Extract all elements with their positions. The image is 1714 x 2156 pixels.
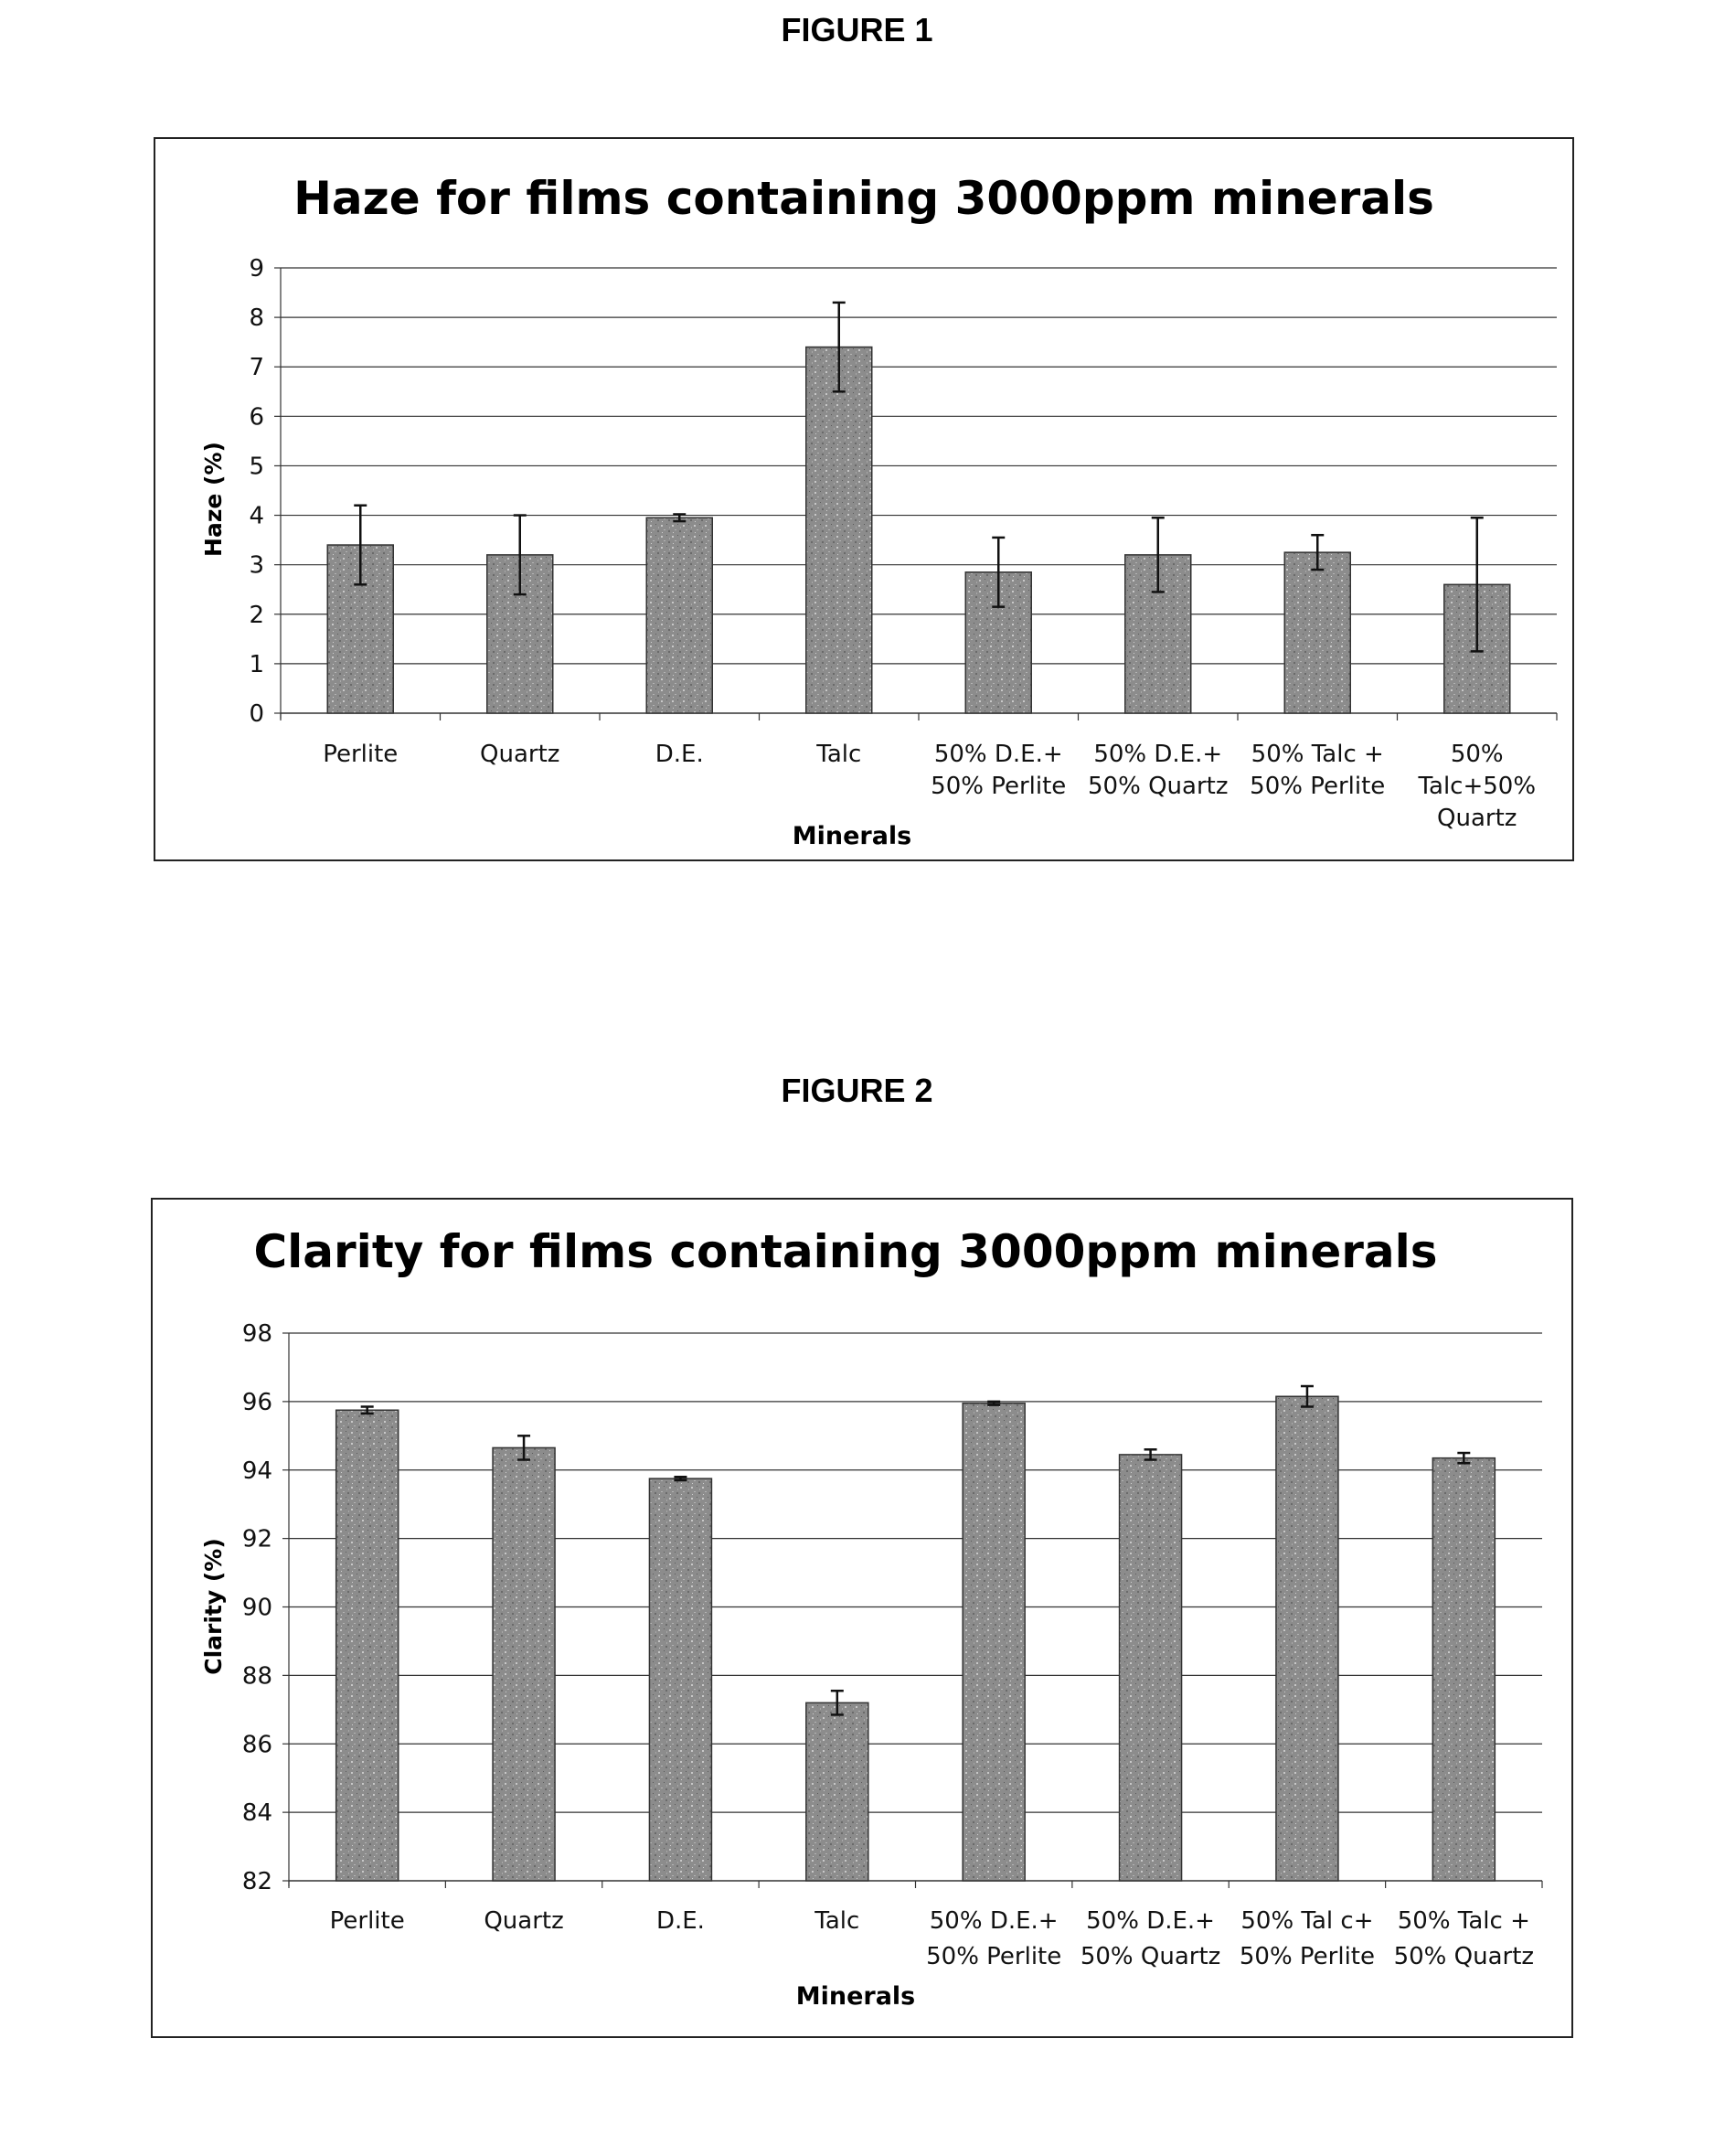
bar <box>1432 1458 1495 1881</box>
bar <box>493 1447 555 1881</box>
bar <box>649 1478 711 1881</box>
x-category-label: 50% Perlite <box>931 773 1066 800</box>
chart-title: Clarity for films containing 3000ppm min… <box>253 1225 1437 1278</box>
y-tick-label: 84 <box>242 1799 272 1827</box>
x-axis-title: Minerals <box>796 1982 916 2011</box>
x-category-label: 50% D.E.+ <box>1093 741 1222 768</box>
y-tick-label: 90 <box>242 1595 272 1622</box>
x-category-label: Talc <box>815 741 861 768</box>
x-category-label: Quartz <box>484 1907 563 1935</box>
y-tick-label: 4 <box>249 503 264 530</box>
x-category-label: 50% Talc + <box>1251 741 1384 768</box>
x-category-label: Perlite <box>330 1907 405 1935</box>
y-tick-label: 0 <box>249 700 264 728</box>
y-tick-label: 86 <box>242 1731 272 1758</box>
bar <box>806 347 872 713</box>
x-category-label: 50% Perlite <box>926 1943 1061 1970</box>
x-category-label: 50% Perlite <box>1240 1943 1375 1970</box>
x-category-label: 50% Talc + <box>1398 1907 1530 1935</box>
bar <box>806 1702 868 1881</box>
x-category-label: Talc+50% <box>1417 773 1536 800</box>
x-category-label: Quartz <box>1437 805 1517 832</box>
y-tick-label: 7 <box>249 354 264 381</box>
y-tick-label: 3 <box>249 552 264 580</box>
x-category-label: 50% Quartz <box>1088 773 1228 800</box>
x-category-label: 50% Tal c+ <box>1240 1907 1373 1935</box>
clarity-chart: Clarity for films containing 3000ppm min… <box>153 1200 1571 2036</box>
x-category-label: D.E. <box>655 741 704 768</box>
y-tick-label: 8 <box>249 304 264 332</box>
y-tick-label: 9 <box>249 255 264 283</box>
x-category-label: 50% <box>1451 741 1504 768</box>
y-axis-title: Clarity (%) <box>200 1538 227 1675</box>
x-axis-title: Minerals <box>793 822 912 850</box>
x-category-label: D.E. <box>656 1907 705 1935</box>
x-category-label: 50% D.E.+ <box>930 1907 1059 1935</box>
x-category-label: Talc <box>814 1907 859 1935</box>
bar <box>963 1404 1025 1881</box>
bar <box>1276 1396 1338 1881</box>
y-tick-label: 94 <box>242 1457 272 1485</box>
figure-1-label: FIGURE 1 <box>0 11 1714 49</box>
x-category-label: 50% Quartz <box>1394 1943 1534 1970</box>
y-tick-label: 6 <box>249 403 264 431</box>
bar <box>1120 1455 1182 1881</box>
bar <box>646 518 712 713</box>
bar <box>336 1410 399 1881</box>
y-tick-label: 2 <box>249 602 264 629</box>
y-tick-label: 5 <box>249 453 264 480</box>
x-category-label: Perlite <box>323 741 398 768</box>
x-category-label: 50% Quartz <box>1081 1943 1220 1970</box>
y-tick-label: 1 <box>249 651 264 678</box>
x-category-label: 50% Perlite <box>1250 773 1385 800</box>
x-category-label: 50% D.E.+ <box>934 741 1063 768</box>
figure-2-label: FIGURE 2 <box>0 1072 1714 1110</box>
y-tick-label: 88 <box>242 1662 272 1690</box>
y-axis-title: Haze (%) <box>200 442 227 557</box>
x-category-label: 50% D.E.+ <box>1086 1907 1215 1935</box>
y-tick-label: 96 <box>242 1389 272 1416</box>
bar <box>1284 552 1350 713</box>
clarity-chart-panel: Clarity for films containing 3000ppm min… <box>151 1198 1573 2038</box>
haze-chart-panel: Haze for films containing 3000ppm minera… <box>154 137 1574 861</box>
y-tick-label: 82 <box>242 1868 272 1895</box>
y-tick-label: 92 <box>242 1526 272 1553</box>
chart-title: Haze for films containing 3000ppm minera… <box>293 172 1434 225</box>
y-tick-label: 98 <box>242 1320 272 1348</box>
haze-chart: Haze for films containing 3000ppm minera… <box>155 139 1572 859</box>
x-category-label: Quartz <box>480 741 559 768</box>
